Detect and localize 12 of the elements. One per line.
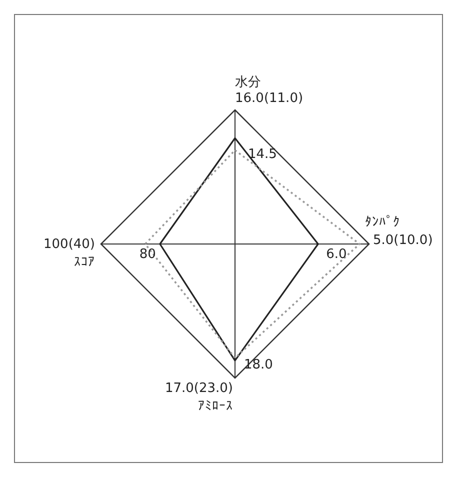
category-label: ﾀﾝﾊﾟｸ [365, 215, 400, 230]
annotation: 5.0(10.0) [373, 233, 433, 248]
annotation: 18.0 [244, 358, 273, 373]
annotation: 100(40) [44, 237, 95, 252]
category-label: ｱﾐﾛｰｽ [198, 399, 233, 414]
annotation: 17.0(23.0) [164, 381, 233, 396]
annotation: 6.0 [326, 247, 347, 262]
category-label: ｽｺｱ [74, 255, 95, 270]
annotation: 16.0(11.0) [235, 91, 304, 106]
category-label: 水分 [235, 75, 261, 90]
annotation: 14.5 [248, 147, 277, 162]
annotation: 80 [139, 247, 156, 262]
